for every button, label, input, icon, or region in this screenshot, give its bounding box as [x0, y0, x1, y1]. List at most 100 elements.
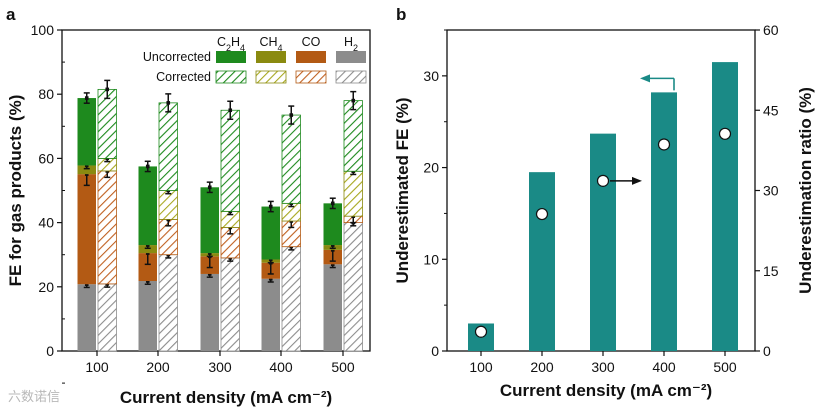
arrow-left-head	[640, 74, 650, 83]
x-tick-label-b: 200	[530, 359, 554, 375]
legend-swatch-corrected-C2H4	[215, 70, 247, 84]
legend-header-CO: CO	[302, 35, 321, 49]
x-tick-label-b: 500	[713, 359, 737, 375]
x-tick-label-b: 300	[591, 359, 615, 375]
bar-segment-C2H4-uncorrected	[138, 166, 157, 246]
y2-tick-label-b: 60	[763, 22, 779, 38]
bar-segment-H2-uncorrected	[323, 264, 342, 351]
bar-segment-H2-uncorrected	[138, 281, 157, 351]
x-tick-label-a: 100	[85, 359, 109, 375]
watermark: 六数诺信	[8, 390, 61, 405]
bar-segment-C2H4-corrected	[158, 102, 178, 191]
legend-swatch-uncorrected-CH4	[256, 51, 286, 63]
y-tick-label-a: 60	[38, 150, 54, 166]
y-tick-label-a: 40	[38, 215, 54, 231]
bar-underestimated-fe	[529, 172, 555, 351]
error-center	[207, 272, 212, 276]
error-center	[145, 164, 150, 169]
error-center	[84, 96, 89, 100]
bar-underestimated-fe	[712, 62, 738, 351]
legend-swatch-uncorrected-C2H4	[216, 51, 246, 63]
panel-label-a: a	[6, 5, 16, 24]
bar-segment-H2-uncorrected	[77, 284, 96, 351]
bar-segment-H2-corrected	[220, 257, 240, 352]
arrow-right-head	[632, 176, 642, 185]
legend-header-part: CH	[259, 35, 277, 49]
legend-header-part: CO	[302, 35, 321, 49]
error-center	[228, 108, 233, 113]
point-underestimation-ratio	[535, 207, 549, 221]
y2-axis-title-b: Underestimation ratio (%)	[796, 87, 815, 294]
bar-segment-C2H4-uncorrected	[323, 203, 342, 246]
legend-swatch-corrected-CH4	[255, 70, 287, 84]
error-center	[330, 201, 335, 206]
y-tick-label-a: 0	[46, 343, 54, 359]
bar-segment-H2-uncorrected	[261, 278, 280, 351]
error-center	[289, 113, 294, 117]
y-tick-label-b: 10	[423, 251, 439, 267]
bar-underestimated-fe	[651, 92, 677, 351]
legend-header-part: H	[344, 35, 353, 49]
legend-swatch-uncorrected-H2	[336, 51, 366, 63]
error-center	[105, 87, 110, 92]
y-axis-title-b: Underestimated FE (%)	[393, 97, 412, 283]
x-tick-label-b: 400	[652, 359, 676, 375]
x-tick-label-a: 400	[269, 359, 293, 375]
bar-segment-CH4-corrected	[343, 170, 363, 217]
error-center	[166, 101, 171, 105]
y-tick-label-b: 20	[423, 160, 439, 176]
bar-segment-C2H4-uncorrected	[261, 206, 280, 260]
legend-header-sub: 2	[353, 43, 358, 53]
legend-header-part: C	[217, 35, 226, 49]
bar-segment-CO-uncorrected	[77, 174, 96, 285]
legend-row-label: Corrected	[156, 70, 211, 84]
bar-segment-H2-corrected	[97, 283, 117, 352]
y2-tick-label-b: 15	[763, 263, 779, 279]
point-underestimation-ratio	[718, 127, 732, 140]
legend-header-sub: 4	[278, 43, 283, 53]
y2-tick-label-b: 30	[763, 183, 779, 199]
legend-header-C2H4: C2H4	[217, 35, 245, 53]
error-center	[330, 262, 335, 267]
bar-segment-C2H4-corrected	[343, 100, 363, 172]
bar-segment-CH4-uncorrected	[138, 245, 157, 254]
legend-header-sub: 2	[226, 43, 231, 53]
point-underestimation-ratio	[657, 138, 671, 151]
bar-segment-CO-corrected	[97, 170, 117, 285]
x-tick-label-a: 200	[146, 359, 170, 375]
bar-segment-H2-corrected	[343, 222, 363, 352]
error-center	[330, 243, 335, 247]
bar-segment-H2-corrected	[158, 254, 178, 352]
y-tick-label-b: 30	[423, 68, 439, 84]
error-center	[268, 276, 273, 281]
bar-underestimated-fe	[590, 133, 616, 351]
x-axis-title-a: Current density (mA cm⁻²)	[120, 388, 332, 407]
legend-swatch-uncorrected-CO	[296, 51, 326, 63]
legend-swatch-corrected-CO	[295, 70, 327, 84]
legend-header-sub: 4	[240, 43, 245, 53]
error-center	[268, 204, 273, 209]
y-tick-label-a: 80	[38, 86, 54, 102]
x-tick-label-a: 300	[208, 359, 232, 375]
legend-row-label: Uncorrected	[143, 50, 211, 64]
y-tick-label-a: 20	[38, 279, 54, 295]
x-axis-title-b: Current density (mA cm⁻²)	[500, 381, 712, 400]
y-axis-title-a: FE for gas products (%)	[6, 95, 25, 287]
bar-segment-C2H4-uncorrected	[77, 98, 96, 166]
bar-segment-CO-uncorrected	[138, 253, 157, 282]
y2-tick-label-b: 45	[763, 102, 779, 118]
bar-segment-CH4-corrected	[158, 190, 178, 220]
legend-header-CH4: CH4	[259, 35, 282, 53]
bar-segment-H2-corrected	[281, 246, 301, 352]
bar-segment-C2H4-corrected	[97, 88, 117, 159]
point-underestimation-ratio	[474, 325, 488, 338]
bar-segment-H2-uncorrected	[200, 273, 219, 351]
error-center	[351, 98, 356, 103]
bar-segment-C2H4-corrected	[281, 114, 301, 204]
x-tick-label-a: 500	[331, 359, 355, 375]
panel-label-b: b	[396, 5, 406, 24]
legend-header-H2: H2	[344, 35, 358, 53]
